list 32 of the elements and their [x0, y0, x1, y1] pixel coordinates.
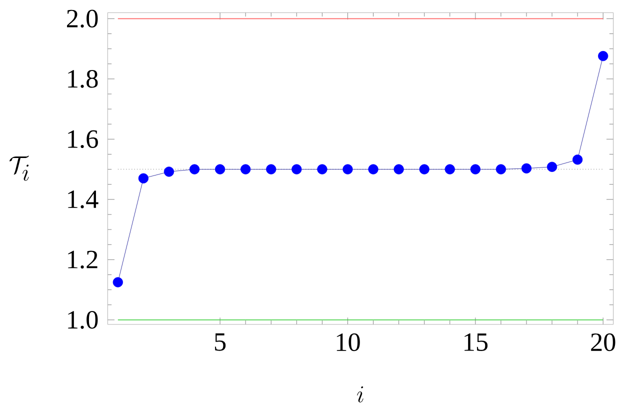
point [240, 164, 251, 174]
x-tick-label: 20 [591, 333, 616, 352]
point [112, 277, 123, 288]
point [598, 51, 608, 62]
point [164, 166, 174, 177]
y-axis-title: $\mathcal{T}_i$ [10, 156, 29, 181]
point [214, 164, 226, 174]
y-tick-label: 2.0 [67, 10, 98, 28]
point [394, 164, 404, 174]
x-axis-title: $i$ [357, 386, 364, 402]
y-tick-label: 1.8 [68, 70, 98, 88]
point [444, 164, 455, 174]
point [292, 164, 302, 174]
point [189, 164, 200, 174]
y-tick-label: 1.4 [68, 190, 98, 208]
point [138, 173, 149, 184]
point [419, 164, 430, 174]
y-tick-label: 1.0 [68, 311, 98, 329]
point [572, 154, 583, 165]
point [368, 164, 378, 174]
point [266, 164, 276, 174]
x-tick-label: 15 [464, 333, 488, 352]
y-tick-label: 1.6 [68, 130, 98, 148]
x-tick-label: 5 [214, 333, 226, 351]
point [342, 164, 353, 174]
y-tick-label: 1.2 [68, 250, 98, 269]
point [521, 163, 532, 174]
point [317, 164, 328, 174]
x-tick-label: 10 [336, 333, 360, 352]
point [496, 164, 506, 174]
point [546, 162, 558, 172]
point [470, 164, 480, 174]
